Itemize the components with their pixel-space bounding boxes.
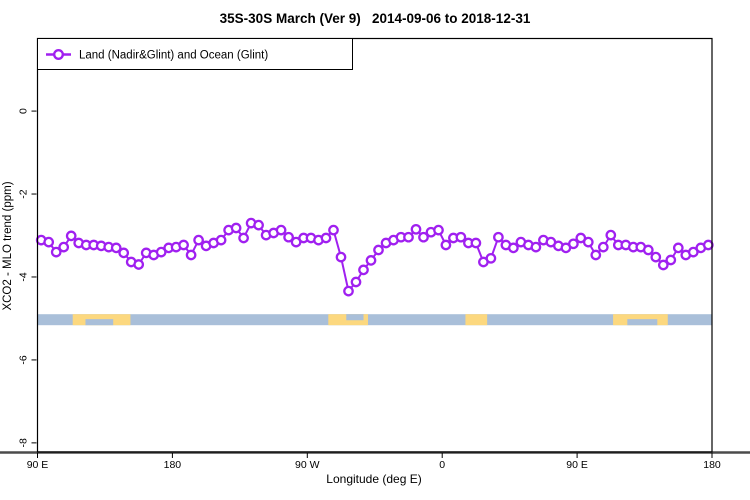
data-series: [35, 217, 714, 297]
data-point: [358, 264, 369, 276]
data-point: [597, 241, 609, 253]
data-point: [110, 242, 122, 254]
data-point: [275, 224, 287, 236]
data-point: [65, 230, 77, 242]
data-point: [133, 259, 145, 270]
data-point: [50, 246, 62, 258]
x-tick-label: 180: [164, 459, 182, 471]
data-point: [470, 237, 482, 249]
data-point: [238, 232, 249, 244]
data-point: [230, 222, 242, 234]
data-point: [568, 238, 579, 250]
ocean-notch-great-australian-bight: [85, 319, 114, 326]
data-point: [328, 224, 339, 236]
land-patch-south-africa: [465, 314, 488, 326]
data-point: [650, 251, 662, 263]
data-point: [215, 234, 227, 246]
data-point: [193, 234, 204, 246]
data-point: [58, 241, 70, 253]
data-point: [403, 231, 414, 243]
data-point: [373, 244, 384, 256]
y-tick-label: -6: [18, 355, 30, 364]
legend: Land (Nadir&Glint) and Ocean (Glint): [37, 38, 353, 70]
legend-open-circle-icon: [53, 49, 65, 61]
data-point: [440, 239, 452, 251]
ocean-strip: [37, 314, 712, 326]
legend-label: Land (Nadir&Glint) and Ocean (Glint): [79, 50, 268, 62]
x-axis-ticks: 90 E 180 90 W 0 90 E 180: [27, 453, 721, 471]
data-point: [605, 229, 617, 241]
data-point: [672, 242, 684, 254]
data-point: [43, 236, 55, 248]
y-axis-ticks: 0 -2 -4 -6 -8: [18, 108, 37, 448]
data-point: [283, 231, 294, 243]
data-point: [418, 231, 429, 243]
x-tick-label: 180: [703, 459, 721, 471]
ocean-notch-atlantic-coast-notch: [346, 314, 364, 321]
data-point: [410, 223, 422, 235]
y-tick-label: -8: [18, 438, 30, 447]
data-point: [530, 241, 542, 253]
data-point: [185, 249, 197, 261]
data-point: [350, 276, 362, 288]
plot-border: [36, 37, 713, 453]
data-point: [253, 219, 264, 231]
x-tick-label: 0: [439, 459, 445, 471]
data-point: [433, 224, 444, 236]
data-point: [493, 231, 504, 243]
y-tick-label: -4: [18, 272, 30, 281]
data-point: [343, 285, 354, 297]
y-tick-label: 0: [18, 108, 30, 114]
data-point: [118, 247, 130, 259]
x-axis-label: Longitude (deg E): [326, 472, 421, 486]
legend-box: [37, 38, 353, 70]
data-point: [455, 231, 467, 243]
y-axis-label: XCO2 - MLO trend (ppm): [2, 181, 14, 310]
data-point: [485, 252, 497, 264]
data-point: [642, 244, 654, 256]
x-tick-label: 90 E: [27, 459, 49, 471]
x-tick-label: 90 W: [295, 459, 320, 471]
data-point: [508, 242, 519, 254]
data-point: [657, 259, 669, 271]
data-point: [320, 232, 332, 244]
data-point: [702, 239, 714, 251]
data-point: [365, 255, 377, 266]
data-point: [178, 239, 189, 251]
map-band: [37, 314, 712, 326]
data-point: [582, 236, 594, 248]
y-tick-label: -2: [18, 189, 30, 198]
data-point: [590, 249, 602, 261]
data-point: [665, 254, 677, 266]
data-point: [335, 251, 347, 263]
x-tick-label: 90 E: [566, 459, 588, 471]
ocean-notch-great-australian-bight-2: [627, 319, 658, 326]
chart-title: 35S-30S March (Ver 9) 2014-09-06 to 2018…: [220, 11, 531, 26]
